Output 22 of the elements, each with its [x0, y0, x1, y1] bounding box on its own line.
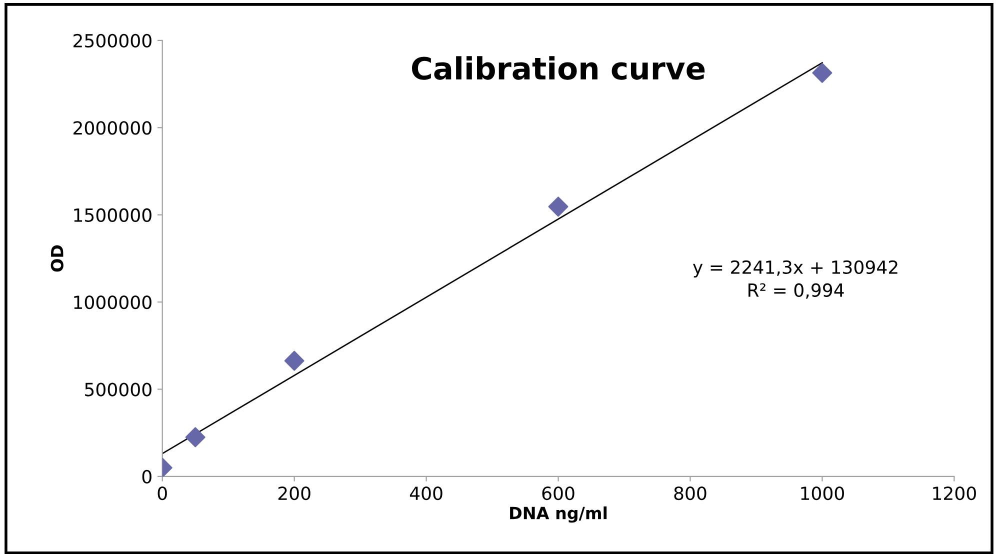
- y-tick-label: 2000000: [74, 121, 152, 135]
- y-tick-label: 500000: [85, 382, 152, 396]
- x-tick-label: 200: [278, 486, 310, 500]
- point: [812, 62, 832, 83]
- annotation: R² = 0,994: [748, 283, 844, 299]
- y-axis-title: OD: [50, 245, 64, 272]
- point: [284, 350, 304, 371]
- point: [548, 196, 568, 217]
- y-tick-label: 1500000: [74, 208, 152, 222]
- x-axis-title: DNA ng/ml: [510, 506, 607, 523]
- x-tick-label: 1200: [933, 486, 976, 500]
- y-tick-label: 1000000: [74, 296, 152, 310]
- annotation: y = 2241,3x + 130942: [692, 260, 898, 278]
- y-tick-label: 2500000: [74, 34, 152, 48]
- x-tick-label: 800: [674, 486, 706, 500]
- x-tick-label: 1000: [801, 486, 844, 500]
- chart-title: Calibration curve: [412, 56, 705, 80]
- x-tick-label: 600: [542, 486, 574, 500]
- point: [185, 427, 206, 448]
- x-tick-label: 400: [410, 486, 442, 500]
- y-tick-label: 0: [142, 470, 152, 484]
- x-tick-label: 0: [158, 486, 167, 500]
